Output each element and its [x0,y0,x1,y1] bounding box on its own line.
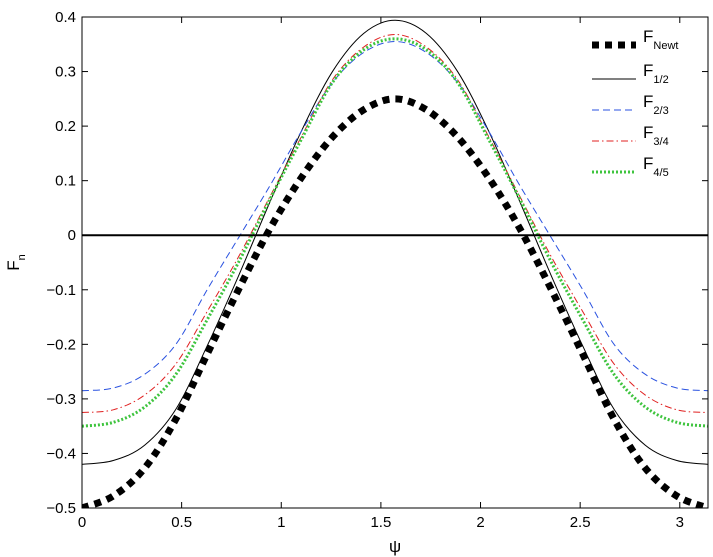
x-axis-label: ψ [389,537,401,556]
y-tick-label: 0.4 [55,9,76,26]
legend-label-F_1_2: F1/2 [643,61,669,86]
legend-label-main: F [643,92,653,111]
legend-label-main: F [643,154,653,173]
y-tick-label: −0.5 [46,500,76,517]
y-tick-label: 0.2 [55,118,76,135]
x-tick-label: 0.5 [171,514,192,531]
x-tick-label: 1 [277,514,285,531]
plot-frame [81,16,709,509]
x-tick-label: 3 [676,514,684,531]
x-tick-label: 1.5 [370,514,391,531]
series-line-F_4_5 [82,37,708,428]
y-tick-label: 0.1 [55,173,76,190]
legend-label-F_2_3: F2/3 [643,92,669,117]
legend-label-main: F [643,123,653,142]
series-line-F_Newt [82,95,708,508]
series-layer [82,19,708,508]
legend-label-sub: 2/3 [653,105,668,117]
legend-label-F_Newt: FNewt [643,27,678,52]
series-line-F_2_3 [82,41,708,392]
y-tick-label: −0.2 [46,336,76,353]
legend-label-F_4_5: F4/5 [643,154,669,179]
y-tick-label: 0 [68,227,76,244]
axes-layer: 0 0.5 1 1.5 2 2.5 3 −0.5 −0.4 −0.3 −0.2 −0.1 0 0.1 0.2… [4,9,709,556]
legend-label-F_3_4: F3/4 [643,123,669,148]
legend-label-sub: 4/5 [653,167,668,179]
legend-label-sub: Newt [653,40,678,52]
plot-background [82,17,708,508]
y-tick-label: 0.3 [55,64,76,81]
y-tick-label: −0.3 [46,391,76,408]
legend-label-main: F [643,27,653,46]
y-axis-label: Fn [4,254,28,271]
x-tick-label: 2.5 [570,514,591,531]
x-tick-label: 0 [78,514,86,531]
x-tick-label: 2 [476,514,484,531]
legend-label-sub: 3/4 [653,136,668,148]
y-axis-label-sub: n [16,254,28,260]
y-tick-label: −0.4 [46,445,76,462]
legend-label-sub: 1/2 [653,74,668,86]
legend-label-main: F [643,61,653,80]
y-axis-label-main: F [4,260,23,270]
y-tick-label: −0.1 [46,282,76,299]
series-line-F_3_4 [82,33,708,414]
